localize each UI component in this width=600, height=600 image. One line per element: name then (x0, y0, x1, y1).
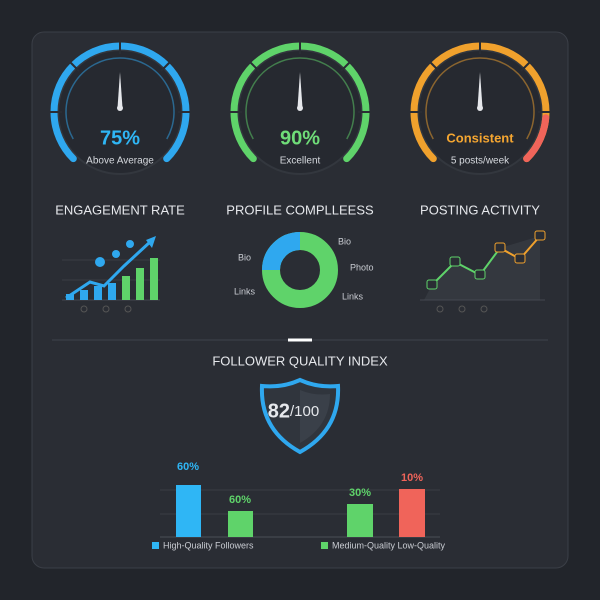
gauge-title: POSTING ACTIVITY (420, 202, 540, 217)
donut-label: Bio (238, 252, 251, 262)
engagement-mini-chart (62, 236, 160, 313)
gauge-inner-arc (65, 57, 175, 140)
gauge-hub (117, 105, 123, 111)
legend-swatch (152, 542, 159, 549)
score-max: /100 (290, 403, 319, 420)
shield-shade (300, 390, 330, 443)
gauge-value: 75% (100, 127, 140, 149)
gauge-value: 90% (280, 127, 320, 149)
donut-label: Links (342, 291, 364, 301)
donut-label: Links (234, 286, 256, 296)
gauge-needle (117, 72, 123, 108)
bar-label: 60% (177, 461, 199, 473)
legend-label: High-Quality Followers (163, 540, 254, 550)
gauge-tick (429, 61, 440, 72)
gauge-sub: Excellent (280, 156, 321, 167)
gauge-value: Consistent (446, 130, 514, 145)
bar-label: 60% (229, 494, 251, 506)
gauge-tick (340, 61, 351, 72)
gauge-sub: 5 posts/week (451, 156, 510, 167)
gauge-tick (520, 61, 531, 72)
legend-label: Medium-Quality Low-Quality (332, 540, 446, 550)
gauge-arc-end (523, 114, 550, 163)
gauge-inner-arc (425, 57, 535, 140)
gauges: 75% Above Average 90% Excellent Consistent 5 … (50, 42, 550, 175)
gauge-hub (297, 105, 303, 111)
gauge-needle (297, 72, 303, 108)
donut-label: Photo (350, 262, 374, 272)
gauge-needle (477, 72, 483, 108)
gauge-title: ENGAGEMENT RATE (55, 202, 185, 217)
bar-label: 30% (349, 487, 371, 499)
posting-mini-chart (420, 230, 546, 313)
gauge-tick (249, 61, 260, 72)
gauge-hub (477, 105, 483, 111)
gauge-tick (69, 61, 80, 72)
donut (262, 232, 338, 308)
gauge-inner-arc (245, 57, 355, 140)
score: 82 (268, 400, 290, 422)
gauge-sub: Above Average (86, 156, 154, 167)
bar-label: 10% (401, 472, 423, 484)
gauge-tick (160, 61, 171, 72)
legend-swatch (321, 542, 328, 549)
gauge-title: PROFILE COMPLLEESS (226, 202, 374, 217)
quality-bars (160, 485, 440, 538)
donut-label: Bio (338, 236, 351, 246)
section-title: FOLLOWER QUALITY INDEX (212, 353, 388, 368)
